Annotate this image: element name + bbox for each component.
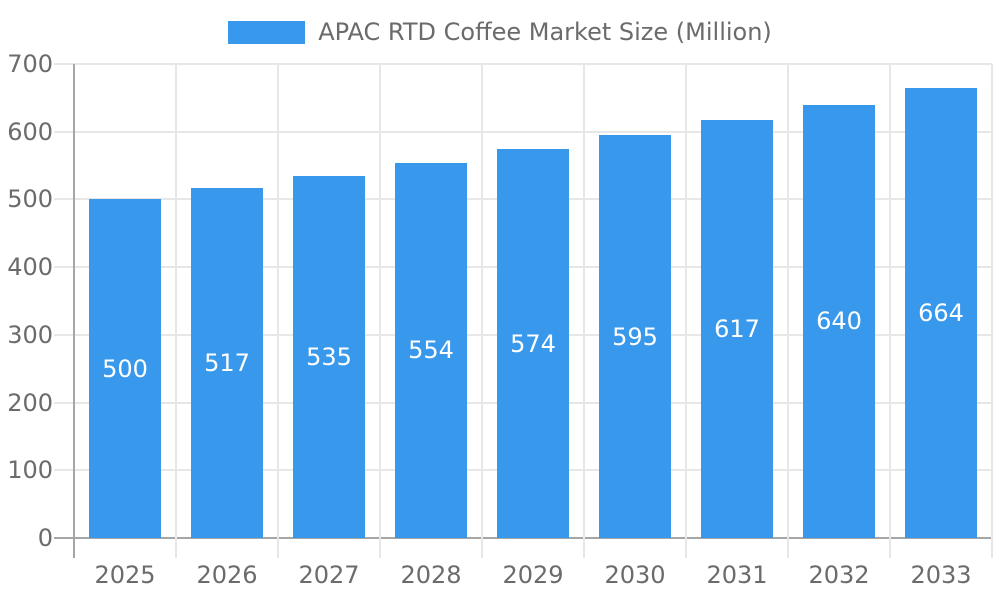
legend: APAC RTD Coffee Market Size (Million) — [0, 18, 1000, 46]
gridline-horizontal — [54, 63, 992, 65]
gridline-vertical — [991, 64, 993, 558]
bar-value-label: 517 — [204, 348, 250, 377]
bar-value-label: 617 — [714, 315, 760, 344]
legend-label: APAC RTD Coffee Market Size (Million) — [318, 18, 772, 46]
gridline-vertical — [277, 64, 279, 558]
bar — [89, 199, 161, 538]
bar-value-label: 535 — [306, 342, 352, 371]
y-tick-label: 400 — [7, 253, 53, 282]
y-tick-label: 0 — [37, 524, 53, 552]
x-tick-label: 2028 — [400, 561, 462, 589]
x-tick-label: 2026 — [196, 561, 258, 589]
gridline-vertical — [379, 64, 381, 558]
x-tick-label: 2027 — [298, 561, 360, 589]
gridline-vertical — [787, 64, 789, 558]
gridline-vertical — [889, 64, 891, 558]
bar — [701, 120, 773, 538]
y-axis-line — [73, 64, 75, 558]
bar — [905, 88, 977, 538]
y-tick-label: 300 — [7, 320, 53, 349]
y-tick-label: 500 — [7, 185, 53, 214]
bar — [803, 104, 875, 538]
x-tick-label: 2030 — [604, 561, 666, 589]
x-tick-label: 2033 — [910, 561, 972, 589]
bar-value-label: 640 — [816, 307, 862, 336]
bar-value-label: 664 — [918, 299, 964, 328]
x-tick-label: 2025 — [94, 561, 156, 589]
x-tick-label: 2031 — [706, 561, 768, 589]
bar — [395, 162, 467, 538]
bar — [293, 175, 365, 538]
bar-value-label: 554 — [408, 336, 454, 365]
gridline-vertical — [175, 64, 177, 558]
bar-value-label: 500 — [102, 354, 148, 383]
bar — [497, 149, 569, 538]
bar — [191, 187, 263, 538]
bar-value-label: 595 — [612, 322, 658, 351]
y-tick-label: 100 — [7, 456, 53, 485]
y-tick-label: 700 — [7, 50, 53, 78]
y-tick-label: 200 — [7, 388, 53, 417]
x-axis-line — [54, 537, 992, 539]
bar-value-label: 574 — [510, 329, 556, 358]
bar — [599, 135, 671, 538]
legend-swatch — [228, 20, 306, 44]
gridline-vertical — [685, 64, 687, 558]
gridline-vertical — [583, 64, 585, 558]
x-tick-label: 2029 — [502, 561, 564, 589]
gridline-horizontal — [54, 130, 992, 133]
gridline-vertical — [481, 64, 483, 558]
y-tick-label: 600 — [7, 117, 53, 146]
x-tick-label: 2032 — [808, 561, 870, 589]
